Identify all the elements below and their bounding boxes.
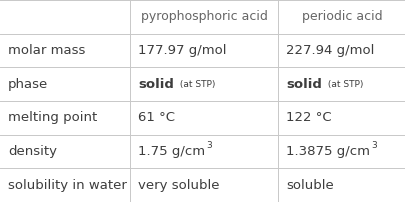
Text: (at STP): (at STP) [177,80,215,89]
Text: melting point: melting point [8,111,97,124]
Text: 3: 3 [370,141,376,150]
Text: molar mass: molar mass [8,44,85,57]
Text: 3: 3 [206,141,211,150]
Text: 122 °C: 122 °C [285,111,331,124]
Text: density: density [8,145,57,158]
Text: pyrophosphoric acid: pyrophosphoric acid [140,10,267,23]
Text: phase: phase [8,78,48,91]
Text: (at STP): (at STP) [324,80,362,89]
Text: 227.94 g/mol: 227.94 g/mol [285,44,373,57]
Text: soluble: soluble [285,179,333,192]
Text: 1.3875 g/cm: 1.3875 g/cm [285,145,369,158]
Text: 177.97 g/mol: 177.97 g/mol [138,44,226,57]
Text: very soluble: very soluble [138,179,219,192]
Text: periodic acid: periodic acid [301,10,382,23]
Text: 61 °C: 61 °C [138,111,175,124]
Text: solid: solid [285,78,321,91]
Text: solid: solid [138,78,173,91]
Text: solubility in water: solubility in water [8,179,127,192]
Text: 1.75 g/cm: 1.75 g/cm [138,145,205,158]
